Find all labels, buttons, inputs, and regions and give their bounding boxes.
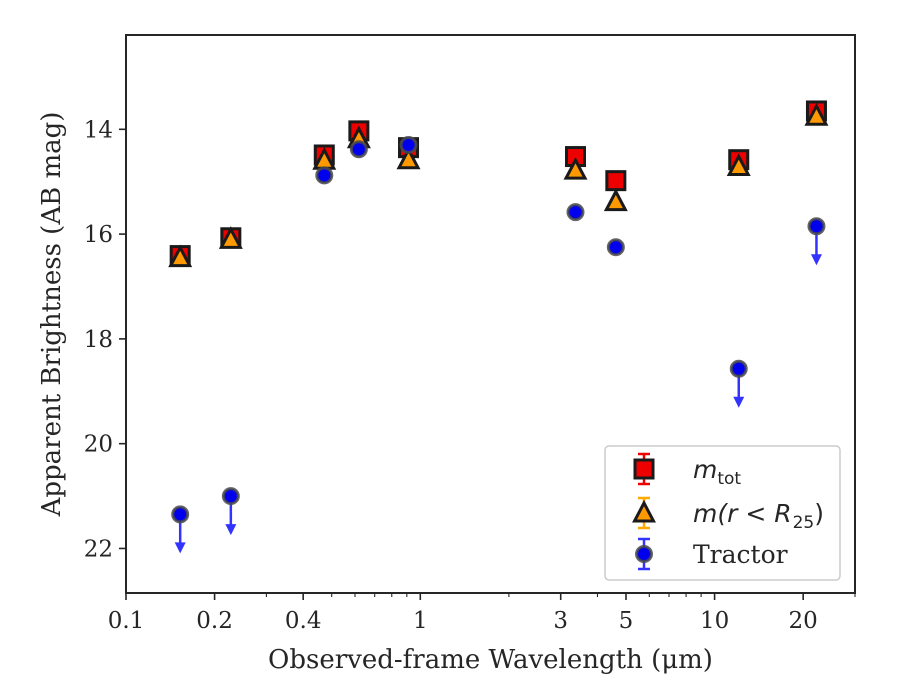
y-tick-label: 16 (84, 222, 113, 248)
legend-label-mtot: mtot (693, 455, 741, 489)
axis-ticks: 0.1 0.2 0.4 1 3 5 10 20 14 16 18 20 22 (84, 117, 856, 634)
point-tractor (221, 487, 240, 506)
point-tractor (807, 217, 826, 236)
x-tick-label: 10 (700, 608, 729, 634)
x-axis-label: Observed-frame Wavelength (μm) (268, 645, 713, 675)
legend-marker-mtot (633, 458, 655, 480)
point-tractor (606, 238, 625, 257)
point-tractor (349, 140, 368, 159)
y-tick-label: 20 (84, 432, 113, 458)
point-mtot (605, 170, 627, 192)
point-tractor (171, 505, 190, 524)
point-m25 (804, 102, 829, 126)
point-m25 (396, 146, 421, 170)
legend-box (604, 445, 841, 581)
upper-limit-arrowhead (733, 396, 745, 408)
y-axis-label: Apparent Brightness (AB mag) (37, 112, 67, 518)
point-tractor (729, 359, 748, 378)
point-m25 (603, 188, 628, 212)
data-marks (168, 100, 829, 554)
point-m25 (168, 244, 193, 268)
x-tick-label: 0.4 (285, 608, 322, 634)
upper-limit-arrowhead (810, 254, 822, 266)
point-tractor (566, 203, 585, 222)
point-m25 (563, 156, 588, 180)
x-tick-label: 1 (413, 608, 428, 634)
legend-marker-m25 (632, 499, 656, 523)
upper-limit-arrowhead (225, 524, 237, 536)
x-tick-label: 0.2 (196, 608, 233, 634)
legend-label-tractor: Tractor (693, 540, 788, 569)
point-tractor (315, 166, 334, 185)
x-tick-label: 0.1 (108, 608, 145, 634)
legend-label-m25: m(r < R25) (693, 499, 824, 533)
point-tractor (399, 136, 418, 155)
x-tick-label: 3 (553, 608, 568, 634)
x-tick-label: 5 (619, 608, 634, 634)
upper-limit-arrowhead (174, 542, 186, 554)
legend: mtot m(r < R25) Tractor (604, 445, 841, 581)
point-m25 (218, 226, 243, 249)
point-m25 (726, 153, 751, 177)
plot-frame (125, 34, 856, 594)
legend-marker-tractor (635, 545, 653, 563)
series-tractor (171, 136, 826, 554)
y-tick-label: 14 (84, 117, 113, 143)
y-tick-label: 18 (84, 327, 113, 353)
y-tick-label: 22 (84, 536, 113, 562)
x-tick-label: 20 (789, 608, 818, 634)
